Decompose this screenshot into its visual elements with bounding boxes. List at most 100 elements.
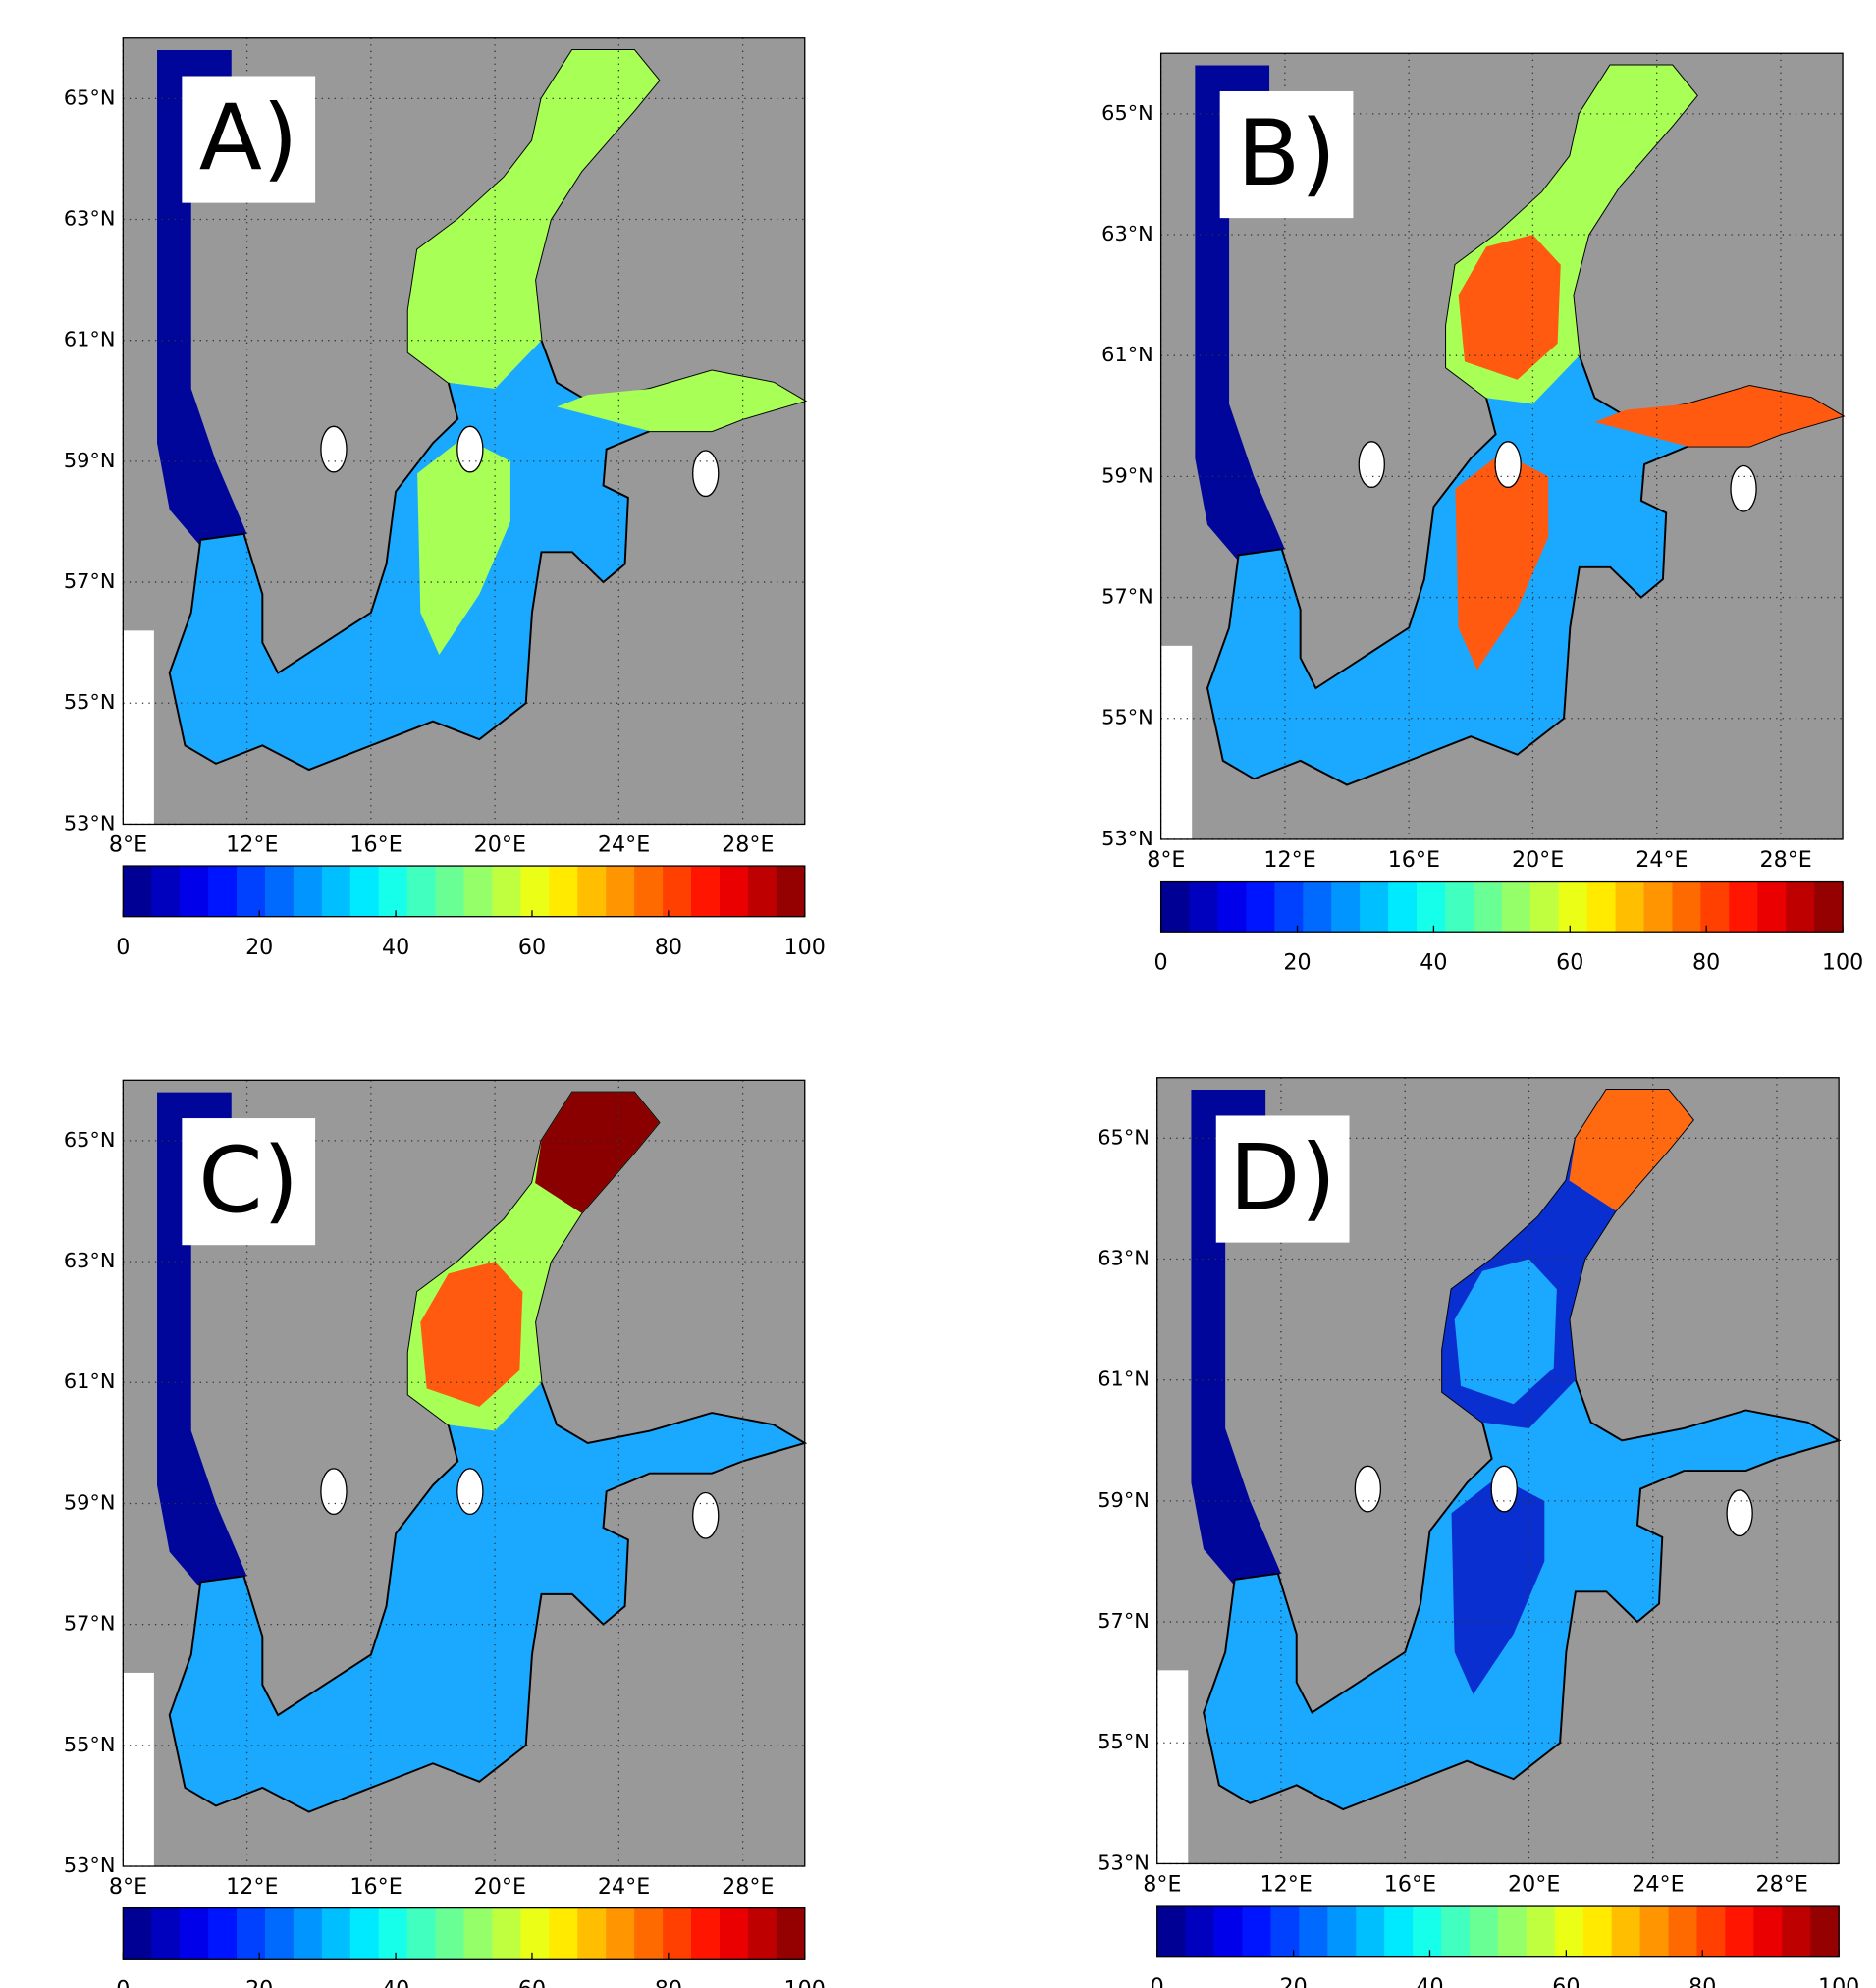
colorbar-cell (1441, 1906, 1471, 1957)
colorbar-tick-label: 20 (1283, 951, 1311, 976)
colorbar-cell (321, 1907, 351, 1960)
colorbar-cell (1156, 1906, 1187, 1957)
colorbar-cell (1753, 1906, 1783, 1957)
colorbar-cell (719, 1907, 749, 1960)
colorbar-cell (1444, 881, 1474, 933)
lon-tick-label: 8°E (1147, 848, 1185, 873)
colorbar-tick-label: 100 (1822, 951, 1863, 976)
lon-tick-label: 20°E (474, 1875, 526, 1900)
lat-tick-label: 61°N (1101, 343, 1153, 366)
lake (456, 1468, 484, 1516)
lat-tick-label: 65°N (1098, 1125, 1150, 1149)
colorbar-cell (406, 1907, 437, 1960)
skagerrak (157, 50, 247, 547)
colorbar-cell (293, 1907, 323, 1960)
colorbar-cell (208, 866, 238, 917)
colorbar-cell (1582, 1906, 1613, 1957)
panel-label-box (182, 1118, 316, 1246)
colorbar-cell (606, 866, 635, 917)
lake (1730, 464, 1757, 512)
lat-tick-label: 63°N (1098, 1247, 1150, 1270)
colorbar-cell (1672, 881, 1702, 933)
colorbar-cell (1554, 1906, 1584, 1957)
colorbar-cell (208, 1907, 238, 1960)
colorbar-cell (1417, 881, 1446, 933)
colorbar-tick-label: 80 (655, 936, 682, 960)
lon-tick-label: 12°E (226, 1875, 278, 1900)
sea-region (1458, 235, 1561, 380)
colorbar-cell (606, 1907, 635, 1960)
map-frame (1156, 1077, 1840, 1865)
colorbar-cell (1274, 881, 1304, 933)
lon-tick-label: 16°E (1388, 848, 1440, 873)
lat-tick-label: 53°N (1098, 1852, 1150, 1875)
colorbar-tick-label: 0 (1151, 1975, 1164, 1988)
colorbar-cell (1586, 881, 1617, 933)
colorbar-tick-label: 40 (382, 936, 409, 960)
colorbar-cell (549, 866, 578, 917)
map-frame (122, 37, 806, 826)
lon-tick-label: 24°E (1632, 1872, 1684, 1897)
colorbar-frame (122, 1907, 806, 1960)
colorbar-cell (663, 866, 692, 917)
colorbar-cell (520, 1907, 550, 1960)
panel-label-box (1215, 1115, 1350, 1243)
colorbar-cell (1497, 1906, 1528, 1957)
colorbar-cell (1303, 881, 1332, 933)
skagerrak (1195, 65, 1285, 562)
lat-tick-label: 55°N (64, 1733, 116, 1756)
colorbar-cell (549, 1907, 578, 1960)
colorbar-cell (1501, 881, 1531, 933)
colorbar-cell (435, 866, 465, 917)
lon-tick-label: 20°E (474, 833, 526, 857)
colorbar-cell (776, 1907, 806, 1960)
lake (1494, 441, 1522, 488)
colorbar-tick-label: 100 (1818, 1975, 1859, 1988)
colorbar-frame (1156, 1905, 1840, 1958)
map-white-edge (1160, 645, 1193, 839)
colorbar-cell (264, 866, 295, 917)
colorbar-tick-label: 100 (784, 1978, 826, 1988)
colorbar-cell (435, 1907, 465, 1960)
skagerrak (157, 1092, 247, 1588)
lat-tick-label: 57°N (64, 1612, 116, 1636)
colorbar-cell (264, 1907, 295, 1960)
lat-tick-label: 53°N (64, 1854, 116, 1877)
lon-tick-label: 12°E (1263, 848, 1315, 873)
colorbar-cell (1757, 881, 1787, 933)
lat-tick-label: 63°N (64, 1249, 116, 1272)
sea-region (1455, 452, 1549, 671)
sea-region (417, 437, 510, 656)
colorbar-cell (1473, 881, 1503, 933)
colorbar-tick-label: 40 (382, 1978, 409, 1988)
map-frame (122, 1079, 806, 1867)
colorbar-cell (1639, 1906, 1670, 1957)
panel-label: B) (1237, 100, 1336, 206)
lake (692, 1491, 720, 1539)
lon-tick-label: 8°E (109, 833, 147, 857)
sea-region (1451, 1477, 1545, 1695)
colorbar-cell (1725, 1906, 1754, 1957)
panel-label: A) (199, 85, 298, 191)
colorbar-tick-label: 60 (1556, 951, 1583, 976)
colorbar-tick-label: 80 (655, 1978, 682, 1988)
skagerrak (1191, 1090, 1281, 1586)
colorbar-tick-label: 40 (1416, 1975, 1443, 1988)
colorbar-cell (1242, 1906, 1272, 1957)
colorbar-tick-label: 0 (116, 936, 130, 960)
lat-tick-label: 63°N (1101, 222, 1153, 245)
colorbar-cell (237, 1907, 266, 1960)
colorbar-cell (577, 1907, 607, 1960)
colorbar-cell (1270, 1906, 1301, 1957)
lon-tick-label: 8°E (109, 1875, 147, 1900)
panel-label-box (182, 76, 316, 203)
colorbar-cell (378, 1907, 408, 1960)
colorbar-cell (747, 1907, 777, 1960)
colorbar-cell (663, 1907, 692, 1960)
colorbar-cell (520, 866, 550, 917)
colorbar-cell (349, 1907, 380, 1960)
colorbar-cell (1246, 881, 1276, 933)
lat-tick-label: 61°N (64, 328, 116, 351)
lat-tick-label: 57°N (1101, 585, 1153, 609)
